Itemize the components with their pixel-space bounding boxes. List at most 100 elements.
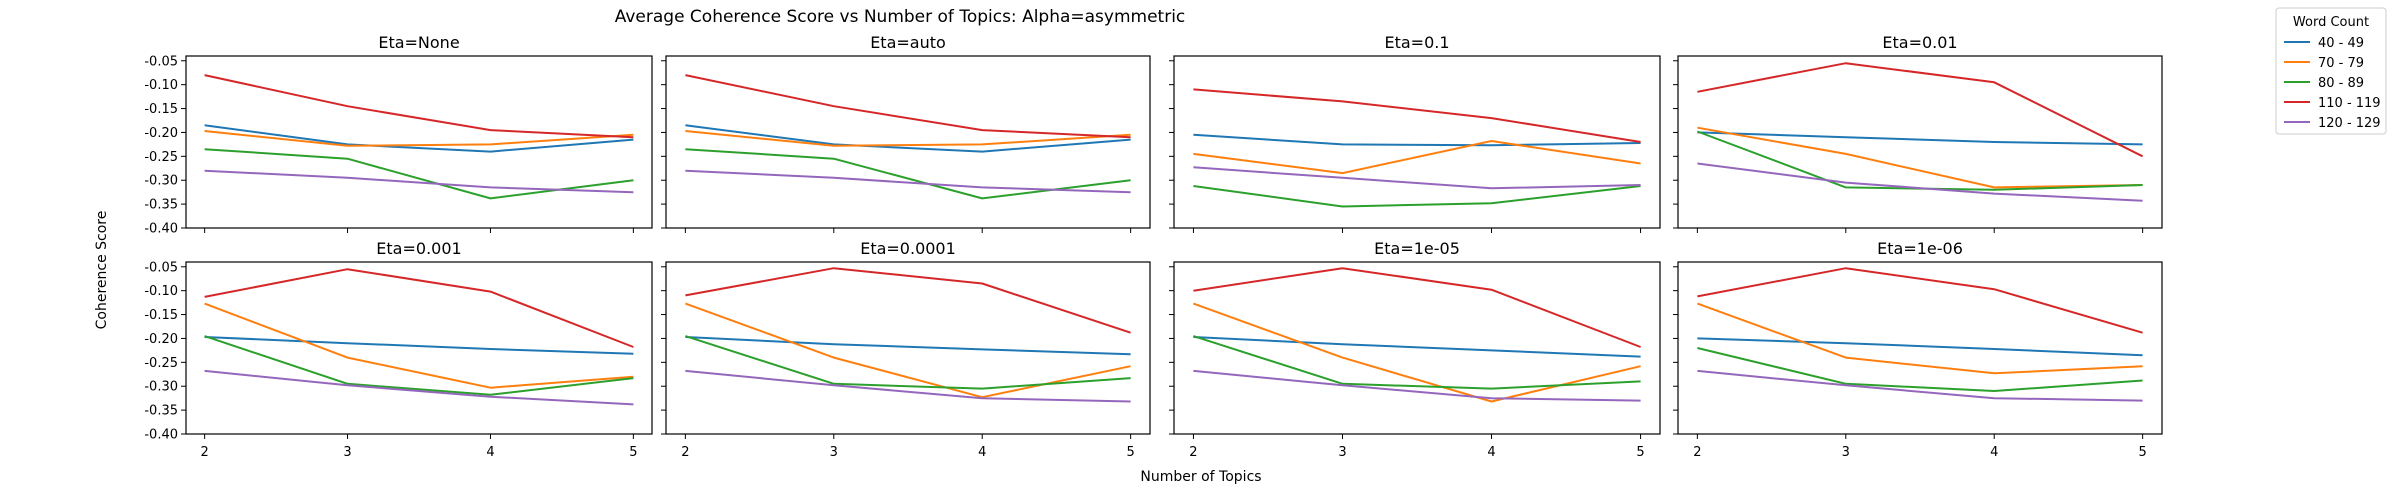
series-line-110-119 [204,268,634,348]
x-tick-label: 3 [1842,445,1850,460]
series-line-110-119 [1193,88,1641,143]
y-tick-label: -0.40 [144,428,178,443]
x-tick-label: 5 [1126,445,1134,460]
series-line-110-119 [1697,267,2143,334]
y-tick-label: -0.35 [144,404,178,419]
x-tick-label: 3 [830,445,838,460]
legend-entry-label: 120 - 129 [2318,116,2381,131]
y-tick-label: -0.40 [144,222,178,237]
series-line-120-129 [204,169,634,194]
y-tick-label: -0.05 [144,260,178,275]
series-line-40-49 [1697,337,2143,357]
subplot-grid: Eta=None -0.05 -0.10 -0.15 -0.20 -0.25 -0.30 -0… [144,33,2163,460]
x-tick-label: 2 [1189,445,1197,460]
x-tick-label: 3 [343,445,351,460]
y-tick-label: -0.15 [144,308,178,323]
subplot-title: Eta=0.0001 [860,239,956,258]
plot-frame [665,55,1151,229]
legend: Word Count 40 - 49 70 - 79 80 - 89 110 - 119… [2275,7,2387,135]
series-line-80-89 [685,335,1131,390]
series-line-70-79 [1697,302,2143,375]
subplot-5: Eta=0.001 2 3 4 5 -0.05 -0.10 -0.15 -0.20 -0.25 -0… [144,239,653,460]
series-line-80-89 [1193,185,1641,208]
x-axis-label: Number of Topics [1140,469,1261,485]
x-tick-label: 4 [486,445,494,460]
series-line-80-89 [1193,335,1641,390]
legend-title: Word Count [2293,15,2369,30]
y-tick-label: -0.10 [144,284,178,299]
plot-frame [1173,261,1661,435]
subplot-title: Eta=1e-05 [1374,239,1460,258]
series-line-120-129 [685,369,1131,403]
x-tick-label: 5 [629,445,637,460]
series-line-70-79 [685,130,1131,147]
x-tick-label: 2 [1693,445,1701,460]
subplot-4: Eta=0.01 [1673,33,2163,233]
y-tick-label: -0.25 [144,356,178,371]
series-line-70-79 [1697,126,2143,189]
series-line-40-49 [204,336,634,355]
series-line-40-49 [204,124,634,153]
series-line-80-89 [204,335,634,396]
series-line-40-49 [1193,336,1641,358]
y-tick-label: -0.25 [144,150,178,165]
series-line-40-49 [685,336,1131,356]
series-line-110-119 [1193,267,1641,348]
subplot-title: Eta=1e-06 [1877,239,1963,258]
series-line-70-79 [1193,140,1641,175]
y-axis-label: Coherence Score [94,211,110,330]
series-line-120-129 [204,369,634,406]
x-tick-label: 3 [1338,445,1346,460]
series-line-70-79 [685,302,1131,399]
plot-frame [1677,261,2163,435]
subplot-3: Eta=0.1 [1169,33,1661,233]
y-tick-label: -0.35 [144,198,178,213]
legend-entry-label: 110 - 119 [2318,96,2381,111]
series-line-40-49 [685,124,1131,153]
y-tick-label: -0.20 [144,332,178,347]
y-tick-label: -0.30 [144,174,178,189]
series-line-70-79 [204,130,634,147]
y-tick-label: -0.05 [144,54,178,69]
plot-frame [185,261,653,435]
subplot-1: Eta=None -0.05 -0.10 -0.15 -0.20 -0.25 -0.30 -0… [144,33,653,237]
x-tick-label: 4 [1990,445,1998,460]
x-tick-label: 5 [1636,445,1644,460]
subplot-2: Eta=auto [661,33,1151,233]
subplot-title: Eta=0.001 [376,239,461,258]
series-line-70-79 [1193,302,1641,403]
series-line-110-119 [1697,62,2144,158]
subplot-title: Eta=0.01 [1882,33,1957,52]
plot-frame [185,55,653,229]
x-tick-label: 2 [200,445,208,460]
plot-frame [1173,55,1661,229]
subplot-title: Eta=auto [870,33,946,52]
plot-frame [665,261,1151,435]
figure-title: Average Coherence Score vs Number of Top… [615,7,1186,27]
subplot-8: Eta=1e-06 2 3 4 5 [1673,239,2163,460]
subplot-7: Eta=1e-05 2 3 4 5 [1169,239,1661,460]
series-line-120-129 [1193,369,1641,402]
series-line-80-89 [1697,347,2143,392]
series-line-120-129 [1697,162,2143,202]
series-line-110-119 [685,267,1131,334]
subplot-title: Eta=0.1 [1384,33,1449,52]
series-line-110-119 [685,74,1131,139]
subplot-title: Eta=None [378,33,459,52]
plot-frame [1677,55,2163,229]
y-tick-label: -0.20 [144,126,178,141]
legend-entry-label: 40 - 49 [2318,36,2364,51]
legend-entry-label: 80 - 89 [2318,76,2364,91]
y-tick-label: -0.30 [144,380,178,395]
x-tick-label: 4 [978,445,986,460]
subplot-6: Eta=0.0001 2 3 4 5 [661,239,1151,460]
series-line-120-129 [1697,369,2143,402]
x-tick-label: 4 [1487,445,1495,460]
y-tick-label: -0.10 [144,78,178,93]
legend-entry-label: 70 - 79 [2318,56,2364,71]
series-line-120-129 [1193,166,1641,190]
series-line-40-49 [1193,133,1641,147]
series-line-70-79 [204,302,634,389]
series-line-120-129 [685,169,1131,194]
